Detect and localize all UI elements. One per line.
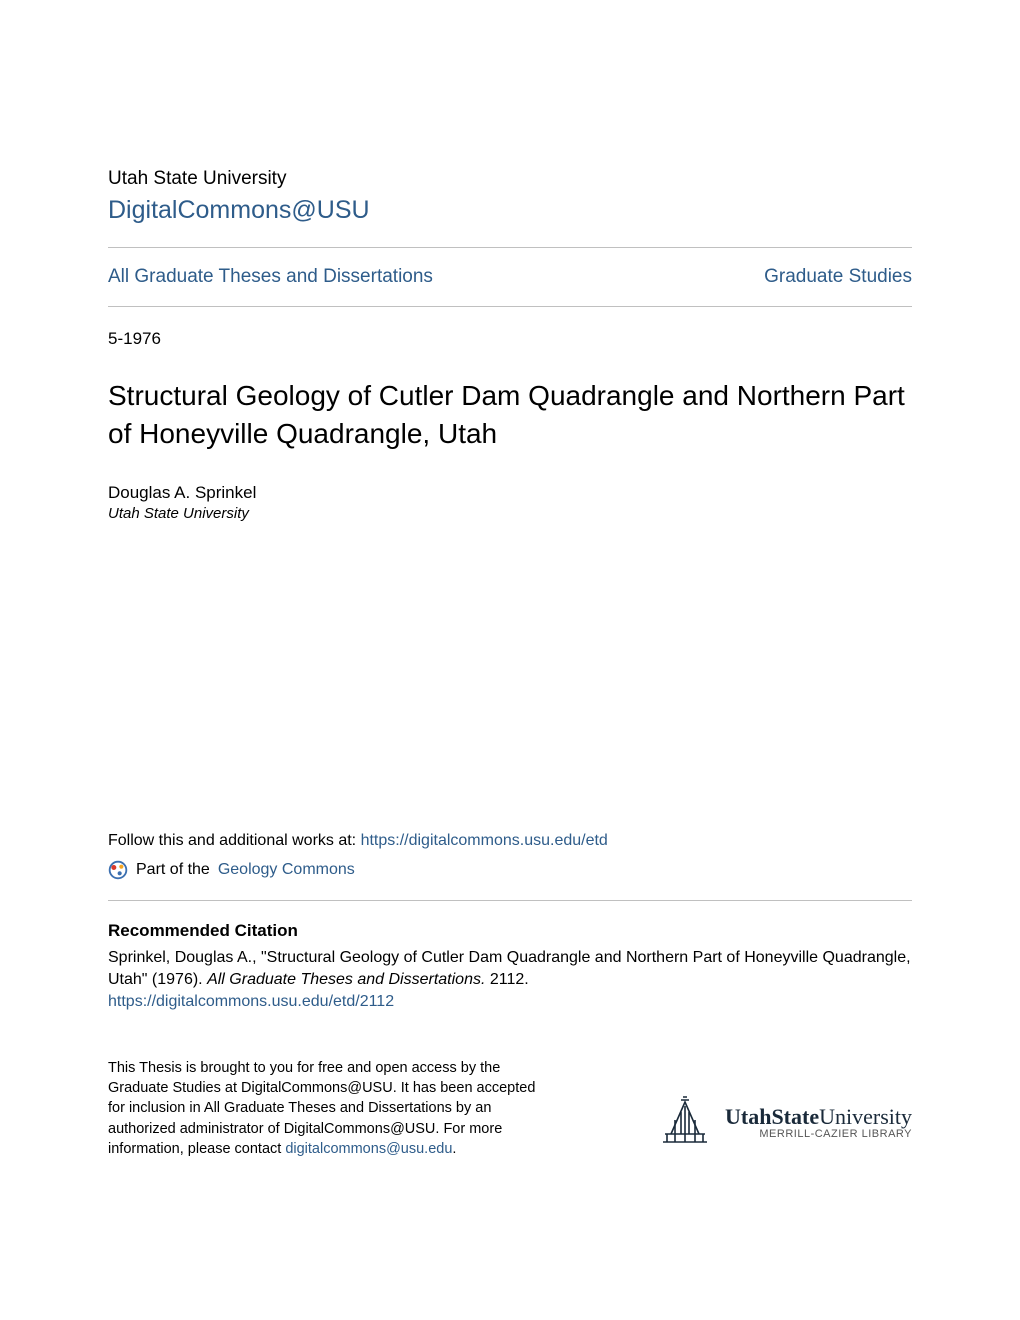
institution-name: Utah State University: [108, 168, 912, 190]
logo-library: MERRILL-CAZIER LIBRARY: [725, 1129, 912, 1141]
cover-page: Utah State University DigitalCommons@USU…: [0, 0, 1020, 1320]
divider: [108, 306, 912, 307]
access-disclaimer: This Thesis is brought to you for free a…: [108, 1058, 538, 1159]
tower-icon: [657, 1092, 713, 1153]
parent-link[interactable]: Graduate Studies: [764, 266, 912, 288]
collection-url-link[interactable]: https://digitalcommons.usu.edu/etd: [361, 832, 608, 849]
repository-link[interactable]: DigitalCommons@USU: [108, 196, 912, 225]
logo-text: UtahStateUniversity MERRILL-CAZIER LIBRA…: [725, 1105, 912, 1140]
citation-text: Sprinkel, Douglas A., "Structural Geolog…: [108, 947, 912, 992]
citation-block: Recommended Citation Sprinkel, Douglas A…: [108, 921, 912, 1014]
citation-heading: Recommended Citation: [108, 921, 912, 941]
follow-line: Follow this and additional works at: htt…: [108, 832, 912, 850]
author-affiliation: Utah State University: [108, 505, 912, 522]
commons-link[interactable]: Geology Commons: [218, 861, 355, 879]
author-name: Douglas A. Sprinkel: [108, 483, 912, 503]
logo-uni-light: University: [819, 1104, 912, 1129]
partof-row: Part of the Geology Commons: [108, 860, 912, 880]
citation-series: All Graduate Theses and Dissertations.: [207, 971, 485, 988]
citation-url-link[interactable]: https://digitalcommons.usu.edu/etd/2112: [108, 991, 912, 1013]
library-logo: UtahStateUniversity MERRILL-CAZIER LIBRA…: [657, 1092, 912, 1159]
disclaimer-suffix: .: [452, 1141, 456, 1157]
partof-prefix: Part of the: [136, 861, 210, 879]
divider: [108, 900, 912, 901]
contact-email-link[interactable]: digitalcommons@usu.edu: [285, 1141, 452, 1157]
follow-block: Follow this and additional works at: htt…: [108, 832, 912, 1160]
collection-link[interactable]: All Graduate Theses and Dissertations: [108, 266, 433, 288]
logo-university: UtahStateUniversity: [725, 1105, 912, 1128]
logo-uni-bold: UtahState: [725, 1104, 819, 1129]
publication-date: 5-1976: [108, 329, 912, 349]
citation-number: 2112.: [485, 971, 528, 988]
follow-prefix: Follow this and additional works at:: [108, 832, 361, 849]
breadcrumb-row: All Graduate Theses and Dissertations Gr…: [108, 248, 912, 306]
footer-row: This Thesis is brought to you for free a…: [108, 1058, 912, 1159]
network-icon: [108, 860, 128, 880]
document-title: Structural Geology of Cutler Dam Quadran…: [108, 377, 912, 453]
